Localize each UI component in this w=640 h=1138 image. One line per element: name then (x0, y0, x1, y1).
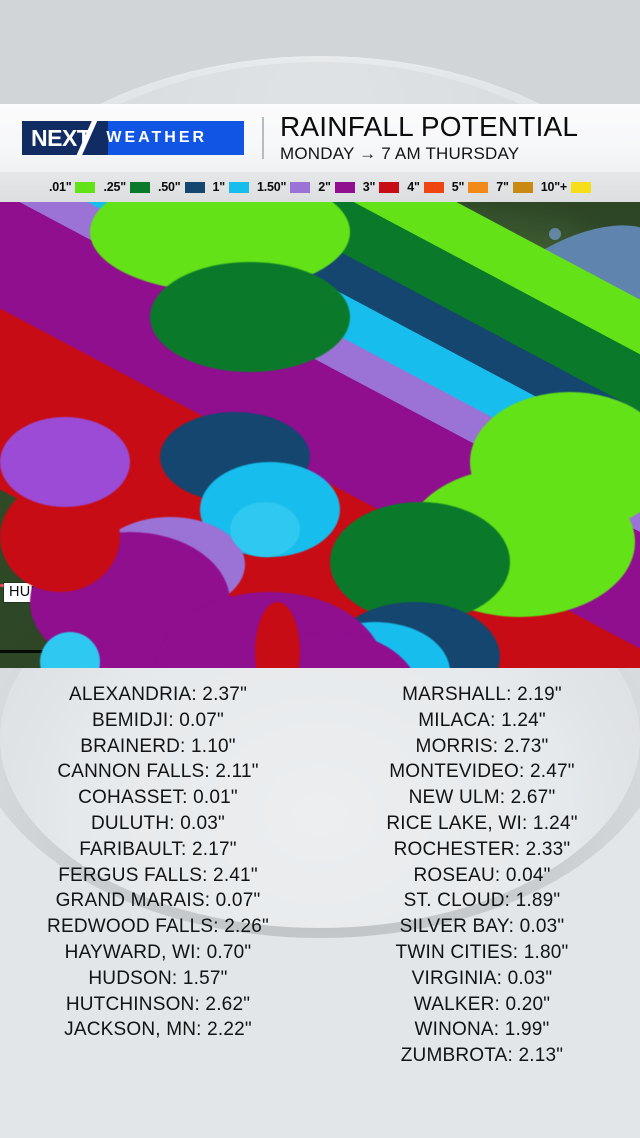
legend-item: .50" (158, 180, 205, 194)
observation-columns: ALEXANDRIA: 2.37" BEMIDJI: 0.07" BRAINERD:… (0, 668, 640, 1069)
logo-weather-text: WEATHER (106, 129, 208, 146)
logo-right-panel (108, 121, 244, 155)
observation-row: VIRGINIA: 0.03" (411, 967, 553, 989)
observation-row: CANNON FALLS: 2.11" (57, 761, 259, 783)
legend-item: .25" (103, 180, 150, 194)
rainfall-legend: .01" .25" .50" 1" 1.50" 2" 3" 4" 5" 7" 10"+ (0, 172, 640, 202)
observation-row: ALEXANDRIA: 2.37" (68, 684, 248, 705)
legend-label: .25" (103, 180, 126, 194)
observation-column-left: ALEXANDRIA: 2.37" BEMIDJI: 0.07" BRAINERD:… (0, 682, 320, 1069)
legend-item: 1.50" (257, 180, 311, 194)
legend-item: 10"+ (540, 180, 592, 194)
legend-item: 3" (362, 180, 400, 194)
observation-row: HUDSON: 1.57" (88, 967, 228, 989)
observation-column-right: MARSHALL: 2.19" MILACA: 1.24" MORRIS: 2.73… (320, 682, 640, 1069)
observation-row: WALKER: 0.20" (413, 993, 551, 1015)
legend-label: 1" (212, 180, 226, 194)
observation-row: HUTCHINSON: 2.62" (65, 993, 251, 1015)
legend-color-swatch (130, 181, 150, 193)
page-subtitle: MONDAY → 7 AM THURSDAY (280, 143, 520, 163)
legend-label: 5" (451, 180, 465, 194)
observation-row: REDWOOD FALLS: 2.26" (47, 916, 269, 938)
observation-row: BEMIDJI: 0.07" (91, 709, 225, 731)
legend-color-swatch (75, 181, 96, 193)
precip-contour-blob (230, 502, 300, 557)
observation-row: ROCHESTER: 2.33" (393, 838, 571, 860)
precipitation-bands (0, 202, 640, 668)
observation-row: BRAINERD: 1.10" (80, 735, 236, 757)
precip-contour-blob (470, 392, 640, 532)
observation-row: TWIN CITIES: 1.80" (395, 941, 569, 963)
observation-row: HAYWARD, WI: 0.70" (64, 941, 252, 963)
legend-label: .50" (158, 180, 181, 194)
legend-item: 7" (496, 180, 533, 194)
legend-label: 1.50" (257, 180, 287, 194)
observation-row: NEW ULM: 2.67" (408, 787, 556, 809)
observation-row: FARIBAULT: 2.17" (79, 838, 237, 860)
legend-color-swatch (290, 181, 311, 193)
next-weather-logo: NEXT WEATHER (22, 121, 244, 155)
observation-row: SILVER BAY: 0.03" (399, 916, 565, 938)
observation-row: ZUMBROTA: 2.13" (400, 1045, 564, 1067)
legend-item: 5" (451, 180, 489, 194)
observation-row: RICE LAKE, WI: 1.24" (386, 812, 578, 834)
observation-row: ROSEAU: 0.04" (413, 864, 551, 886)
precip-contour-blob (0, 417, 130, 507)
observation-row: GRAND MARAIS: 0.07" (55, 890, 261, 912)
legend-label: 2" (318, 180, 331, 194)
legend-item: 1" (213, 180, 249, 194)
header-divider (262, 117, 264, 159)
legend-color-swatch (468, 181, 489, 193)
legend-label: 3" (362, 180, 376, 194)
observation-panel: ALEXANDRIA: 2.37" BEMIDJI: 0.07" BRAINERD:… (0, 668, 640, 1138)
legend-item: .01" (49, 180, 96, 194)
legend-color-swatch (512, 181, 533, 193)
legend-label: .01" (48, 180, 72, 194)
legend-color-swatch (571, 181, 592, 193)
legend-color-swatch (379, 181, 400, 193)
header-bar: NEXT WEATHER RAINFALL POTENTIAL MONDAY →… (0, 104, 640, 172)
header-titles: RAINFALL POTENTIAL MONDAY → 7 AM THURSDA… (280, 110, 579, 163)
backdrop-ellipse-inner (0, 62, 640, 104)
observation-row: FERGUS FALLS: 2.41" (58, 864, 258, 886)
legend-item: 4" (407, 180, 444, 194)
legend-color-swatch (229, 181, 249, 193)
top-background (0, 0, 640, 104)
observation-row: ST. CLOUD: 1.89" (403, 890, 561, 912)
page-title: RAINFALL POTENTIAL (280, 110, 579, 142)
legend-item: 2" (318, 180, 355, 194)
precip-contour-blob (150, 262, 350, 372)
legend-label: 10"+ (540, 180, 568, 194)
observation-row: WINONA: 1.99" (414, 1019, 550, 1041)
observation-row: MILACA: 1.24" (418, 709, 546, 731)
legend-label: 4" (407, 180, 420, 194)
observation-row: MORRIS: 2.73" (415, 735, 549, 757)
observation-row: DULUTH: 0.03" (91, 812, 225, 834)
observation-row: COHASSET: 0.01" (78, 787, 238, 809)
observation-row: MARSHALL: 2.19" (402, 684, 562, 705)
observation-row: MONTEVIDEO: 2.47" (389, 761, 575, 783)
legend-color-swatch (184, 181, 205, 193)
observation-row: JACKSON, MN: 2.22" (64, 1019, 252, 1041)
legend-color-swatch (423, 181, 444, 193)
legend-label: 7" (496, 180, 509, 194)
rainfall-map: INTERSTATE94INTERSTATE94INTERSTATE43 INT… (0, 202, 640, 668)
legend-color-swatch (334, 181, 355, 193)
